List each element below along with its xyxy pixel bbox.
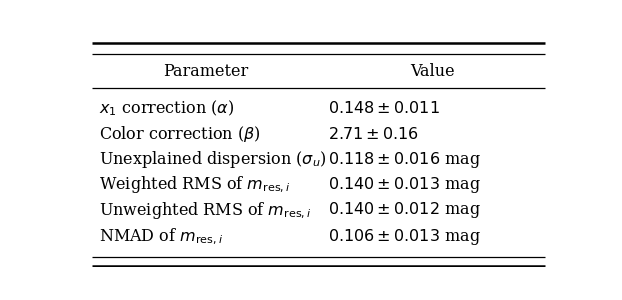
Text: $2.71 \pm 0.16$: $2.71 \pm 0.16$	[328, 126, 419, 143]
Text: Weighted RMS of $m_{\mathrm{res},i}$: Weighted RMS of $m_{\mathrm{res},i}$	[100, 175, 291, 195]
Text: $0.140 \pm 0.012$ mag: $0.140 \pm 0.012$ mag	[328, 200, 481, 220]
Text: Color correction ($\beta$): Color correction ($\beta$)	[100, 124, 261, 144]
Text: $x_1$ correction ($\alpha$): $x_1$ correction ($\alpha$)	[100, 99, 234, 118]
Text: $0.140 \pm 0.013$ mag: $0.140 \pm 0.013$ mag	[328, 175, 481, 195]
Text: NMAD of $m_{\mathrm{res},i}$: NMAD of $m_{\mathrm{res},i}$	[100, 227, 224, 247]
Text: Unweighted RMS of $m_{\mathrm{res},i}$: Unweighted RMS of $m_{\mathrm{res},i}$	[100, 200, 312, 221]
Text: Unexplained dispersion ($\sigma_u$): Unexplained dispersion ($\sigma_u$)	[100, 149, 327, 170]
Text: Value: Value	[410, 63, 454, 80]
Text: $0.106 \pm 0.013$ mag: $0.106 \pm 0.013$ mag	[328, 227, 481, 247]
Text: Parameter: Parameter	[163, 63, 248, 80]
Text: $0.148 \pm 0.011$: $0.148 \pm 0.011$	[328, 100, 440, 117]
Text: $0.118 \pm 0.016$ mag: $0.118 \pm 0.016$ mag	[328, 150, 481, 169]
